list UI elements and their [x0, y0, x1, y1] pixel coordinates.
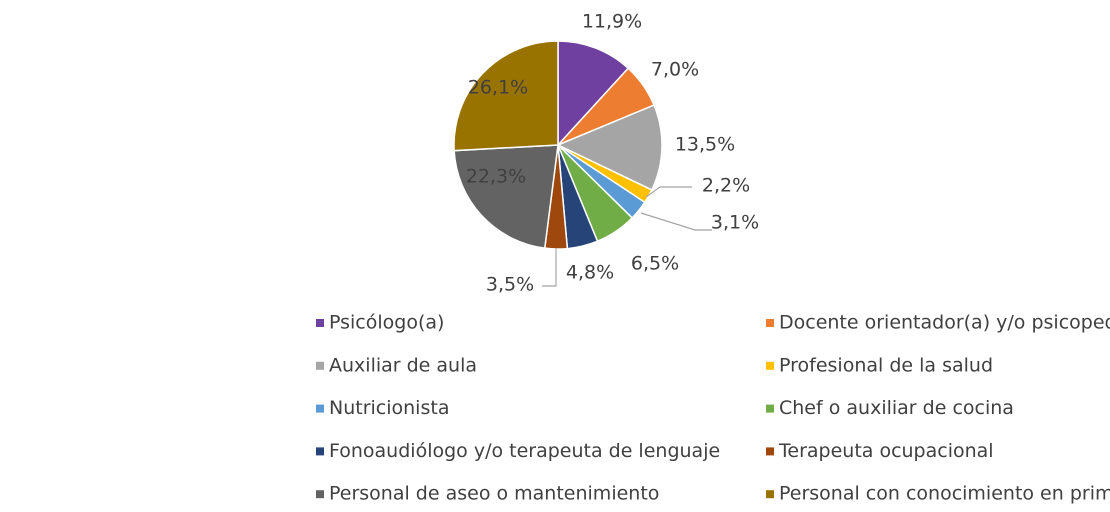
pie-slice	[453, 144, 559, 249]
data-label: 3,5%	[486, 274, 534, 296]
legend-swatch	[766, 447, 774, 456]
legend-label: Personal de aseo o mantenimiento	[329, 483, 659, 505]
legend-label: Docente orientador(a) y/o psicopedagogo(…	[779, 312, 1110, 334]
data-label: 2,2%	[702, 175, 750, 197]
pie-slice	[453, 40, 559, 152]
legend-label: Chef o auxiliar de cocina	[779, 397, 1014, 419]
data-label: 4,8%	[566, 262, 614, 284]
legend-label: Psicólogo(a)	[329, 312, 444, 334]
legend-label: Fonoaudiólogo y/o terapeuta de lenguaje	[329, 440, 720, 462]
legend-label: Terapeuta ocupacional	[778, 440, 994, 462]
leader-lines	[542, 186, 712, 287]
legend-swatch	[316, 447, 324, 456]
legend-label: Profesional de la salud	[779, 354, 993, 376]
legend-label: Auxiliar de aula	[329, 354, 477, 376]
legend-swatch	[316, 404, 324, 413]
leader-line	[542, 248, 557, 287]
legend-label: Personal con conocimiento en primeros au…	[779, 483, 1110, 505]
data-label: 6,5%	[631, 253, 679, 275]
legend-swatch	[766, 490, 774, 499]
data-label: 13,5%	[675, 134, 735, 156]
leader-line	[640, 212, 712, 231]
leader-line	[645, 186, 692, 198]
data-label: 11,9%	[582, 11, 642, 33]
legend-swatch	[766, 319, 774, 327]
legend-swatch	[316, 319, 324, 327]
legend-label: Nutricionista	[329, 397, 449, 419]
data-label: 26,1%	[468, 77, 528, 99]
legend-swatch	[766, 404, 774, 413]
data-label: 3,1%	[711, 212, 759, 234]
legend-swatch	[316, 361, 324, 370]
data-label: 22,3%	[466, 166, 526, 188]
legend-swatch	[766, 361, 774, 370]
pie-slice	[556, 104, 663, 191]
pie-slice	[557, 40, 630, 147]
data-label: 7,0%	[651, 59, 699, 81]
legend-swatch	[316, 490, 324, 499]
